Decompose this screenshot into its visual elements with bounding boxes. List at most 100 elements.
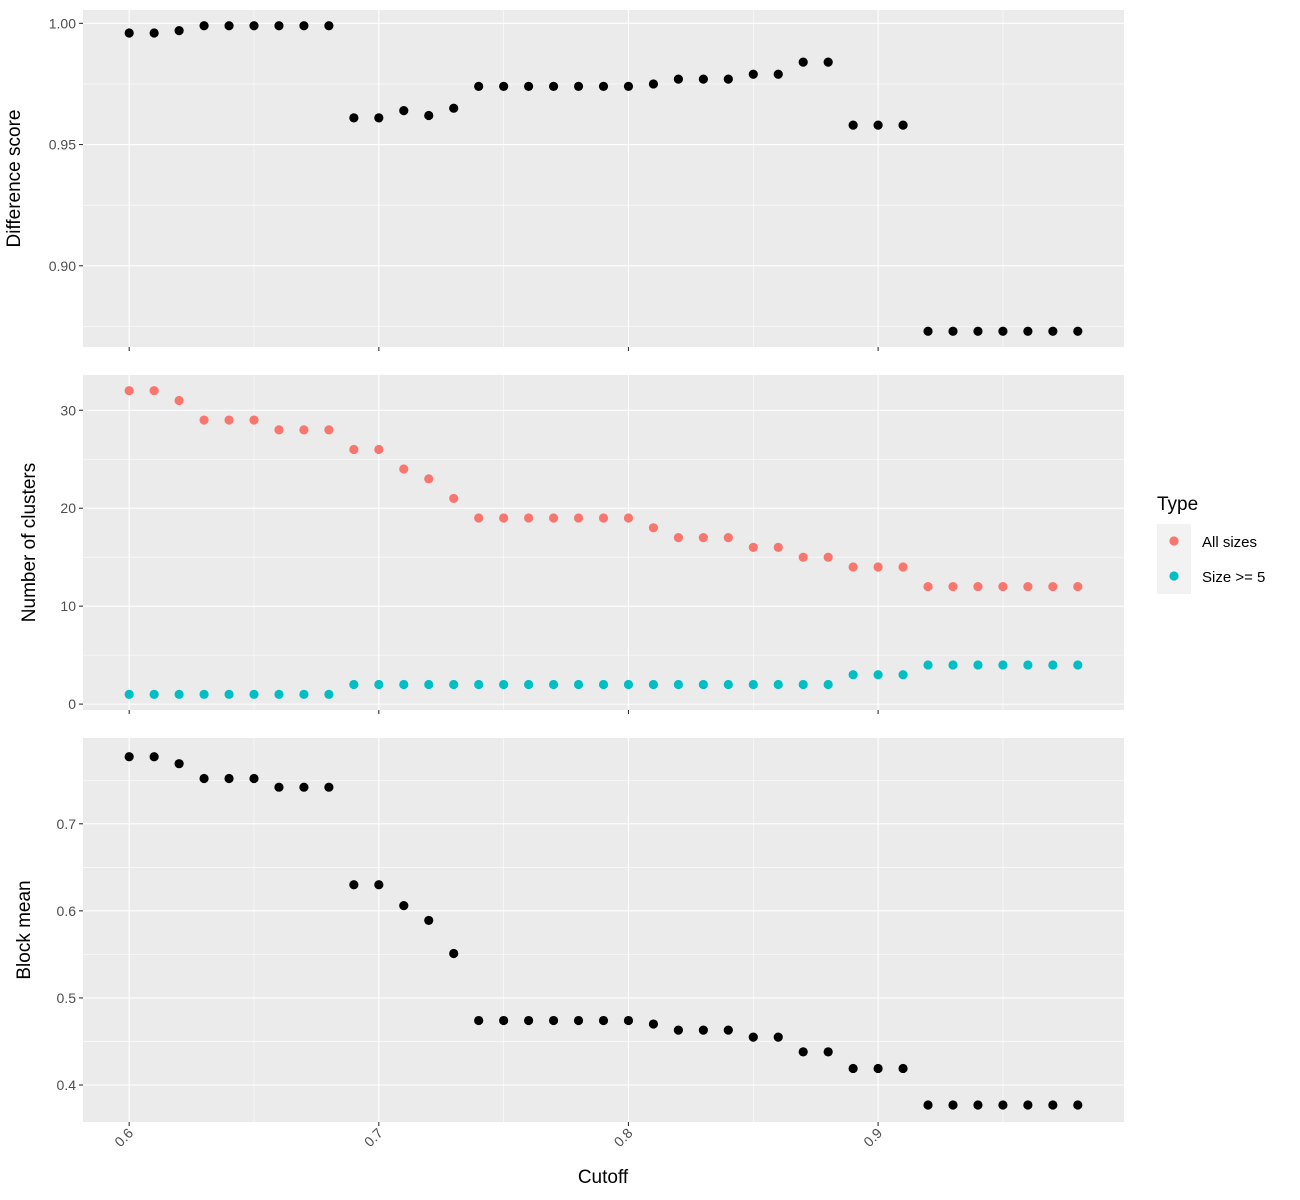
data-point [773, 679, 783, 690]
data-point [449, 679, 459, 690]
data-point [249, 415, 259, 425]
data-point [723, 74, 733, 84]
data-point [524, 513, 534, 523]
legend-title: Type [1157, 494, 1198, 515]
data-point [573, 513, 584, 523]
data-point [1048, 581, 1058, 592]
panel-2: 0 10 20 30 Number of clusters [19, 375, 1124, 714]
data-point [898, 1063, 908, 1074]
series-2 [124, 660, 1083, 699]
legend-item-all-sizes: All sizes [1157, 524, 1257, 559]
data-point [224, 21, 234, 31]
panel-background [83, 375, 1124, 710]
data-point [573, 1015, 584, 1026]
data-point [299, 21, 309, 31]
data-point [374, 113, 384, 123]
data-point [698, 74, 708, 84]
legend-item-size-5: Size >= 5 [1157, 559, 1265, 594]
data-point [948, 326, 958, 336]
data-point [149, 386, 159, 396]
data-point [548, 81, 559, 91]
data-point [274, 425, 284, 435]
data-point [349, 113, 359, 123]
data-point [324, 21, 334, 31]
data-point [623, 679, 634, 690]
y-tick-label: 0.5 [57, 990, 77, 1006]
data-point [274, 782, 284, 792]
data-point [598, 679, 609, 690]
data-point [524, 81, 534, 91]
data-point [174, 26, 184, 36]
chart-panels: 0.90 0.95 1.00 Difference score 0 10 20 30 Numbe… [4, 10, 1124, 1150]
data-point [499, 1015, 509, 1026]
y-tick-label: 30 [60, 402, 76, 418]
data-point [224, 773, 234, 784]
panel-1: 0.90 0.95 1.00 Difference score [4, 10, 1124, 351]
panel-background [83, 10, 1124, 347]
data-point [474, 81, 484, 91]
data-point [1048, 326, 1058, 336]
data-point [299, 689, 309, 699]
data-point [349, 679, 359, 690]
data-point [449, 103, 459, 113]
data-point [399, 679, 409, 690]
x-tick-label: 0.6 [111, 1125, 136, 1150]
data-point [424, 679, 434, 690]
data-point [998, 581, 1008, 592]
data-point [1073, 660, 1083, 670]
x-axis-title: Cutoff [578, 1167, 629, 1188]
data-point [848, 562, 858, 572]
data-point [698, 679, 708, 690]
data-point [623, 513, 634, 523]
data-point [673, 679, 683, 690]
data-point [449, 493, 459, 504]
legend: Type All sizes Size >= 5 [1157, 494, 1265, 594]
data-point [399, 901, 409, 911]
data-point [948, 660, 958, 670]
data-point [598, 513, 609, 523]
data-point [424, 474, 434, 484]
data-point [873, 562, 883, 572]
series-1 [124, 386, 1083, 592]
data-point [748, 542, 758, 552]
panel-3: 0.4 0.5 0.6 0.7 Block mean [14, 738, 1124, 1126]
data-point [673, 1025, 683, 1035]
data-point [773, 542, 783, 552]
data-point [873, 670, 883, 680]
data-point [199, 689, 209, 699]
data-point [723, 533, 733, 543]
y-tick-label: 0.7 [57, 816, 77, 832]
data-point [973, 1100, 983, 1110]
y-axis-title: Block mean [14, 880, 35, 979]
legend-label-all-sizes: All sizes [1202, 534, 1257, 551]
data-point [224, 689, 234, 699]
data-point [274, 21, 284, 31]
data-point [698, 1025, 708, 1035]
y-tick-label: 20 [60, 500, 76, 516]
data-point [823, 57, 833, 67]
data-point [399, 106, 409, 116]
data-point [998, 660, 1008, 670]
data-point [199, 21, 209, 31]
data-point [1073, 581, 1083, 592]
data-point [349, 880, 359, 890]
data-point [424, 110, 434, 121]
data-point [424, 915, 434, 926]
data-point [324, 689, 334, 699]
data-point [973, 581, 983, 592]
y-axis-title: Difference score [4, 110, 25, 248]
data-point [623, 81, 634, 91]
data-point [399, 464, 409, 474]
x-tick-label: 0.8 [611, 1125, 636, 1150]
data-point [374, 880, 384, 890]
panel-background [83, 738, 1124, 1122]
data-point [474, 679, 484, 690]
data-point [374, 444, 384, 455]
data-point [673, 533, 683, 543]
data-point [1023, 581, 1033, 592]
data-point [573, 679, 584, 690]
data-point [798, 57, 808, 67]
y-tick-label: 10 [60, 598, 76, 614]
data-point [274, 689, 284, 699]
data-point [124, 386, 134, 396]
